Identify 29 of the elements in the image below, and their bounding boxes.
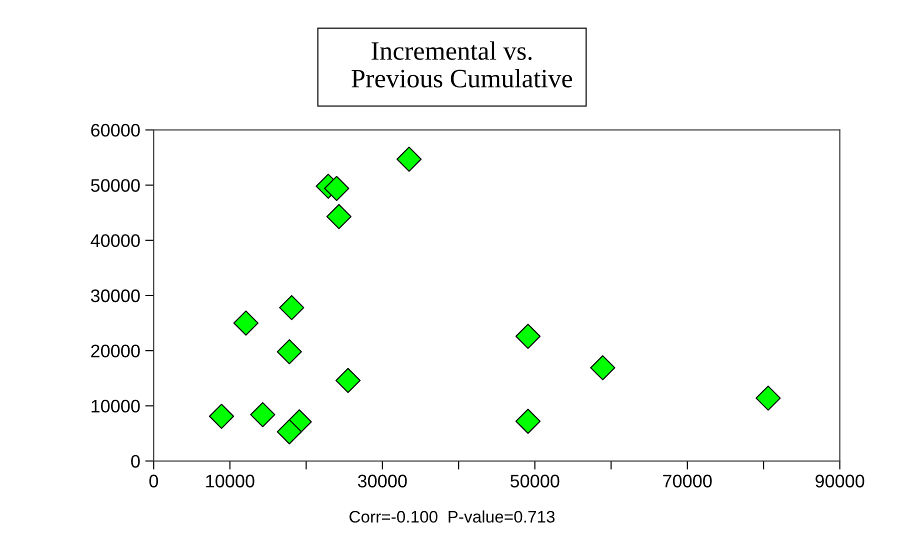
y-tick-label: 0 <box>131 454 140 468</box>
x-tick-label: 10000 <box>206 474 254 488</box>
y-tick-label: 20000 <box>91 344 140 358</box>
y-tick-label: 60000 <box>91 124 140 137</box>
point <box>515 408 541 434</box>
y-tick-label: 50000 <box>91 179 140 192</box>
x-tick-label: 70000 <box>663 474 712 488</box>
text: Corr=-0.100 P-value=0.713 <box>350 510 555 523</box>
chart-title: Incremental vs. Previous Cumulative <box>352 41 572 88</box>
point <box>756 386 781 411</box>
y-tick-label: 30000 <box>90 289 140 302</box>
y-tick-label: 10000 <box>92 400 140 413</box>
point <box>336 368 361 394</box>
point <box>250 402 276 428</box>
x-tick-label: 0 <box>149 474 158 488</box>
point <box>324 176 350 202</box>
point <box>276 419 302 444</box>
point <box>326 204 352 230</box>
y-tick-label: 40000 <box>90 234 140 248</box>
x-tick-label: 50000 <box>510 474 560 488</box>
x-tick-label: 90000 <box>816 474 864 488</box>
x-tick-label: 30000 <box>358 474 407 488</box>
point <box>590 355 616 380</box>
point <box>208 404 234 429</box>
point <box>279 295 304 320</box>
point <box>276 339 302 364</box>
point <box>515 324 541 349</box>
point <box>396 146 422 172</box>
point <box>233 310 259 336</box>
